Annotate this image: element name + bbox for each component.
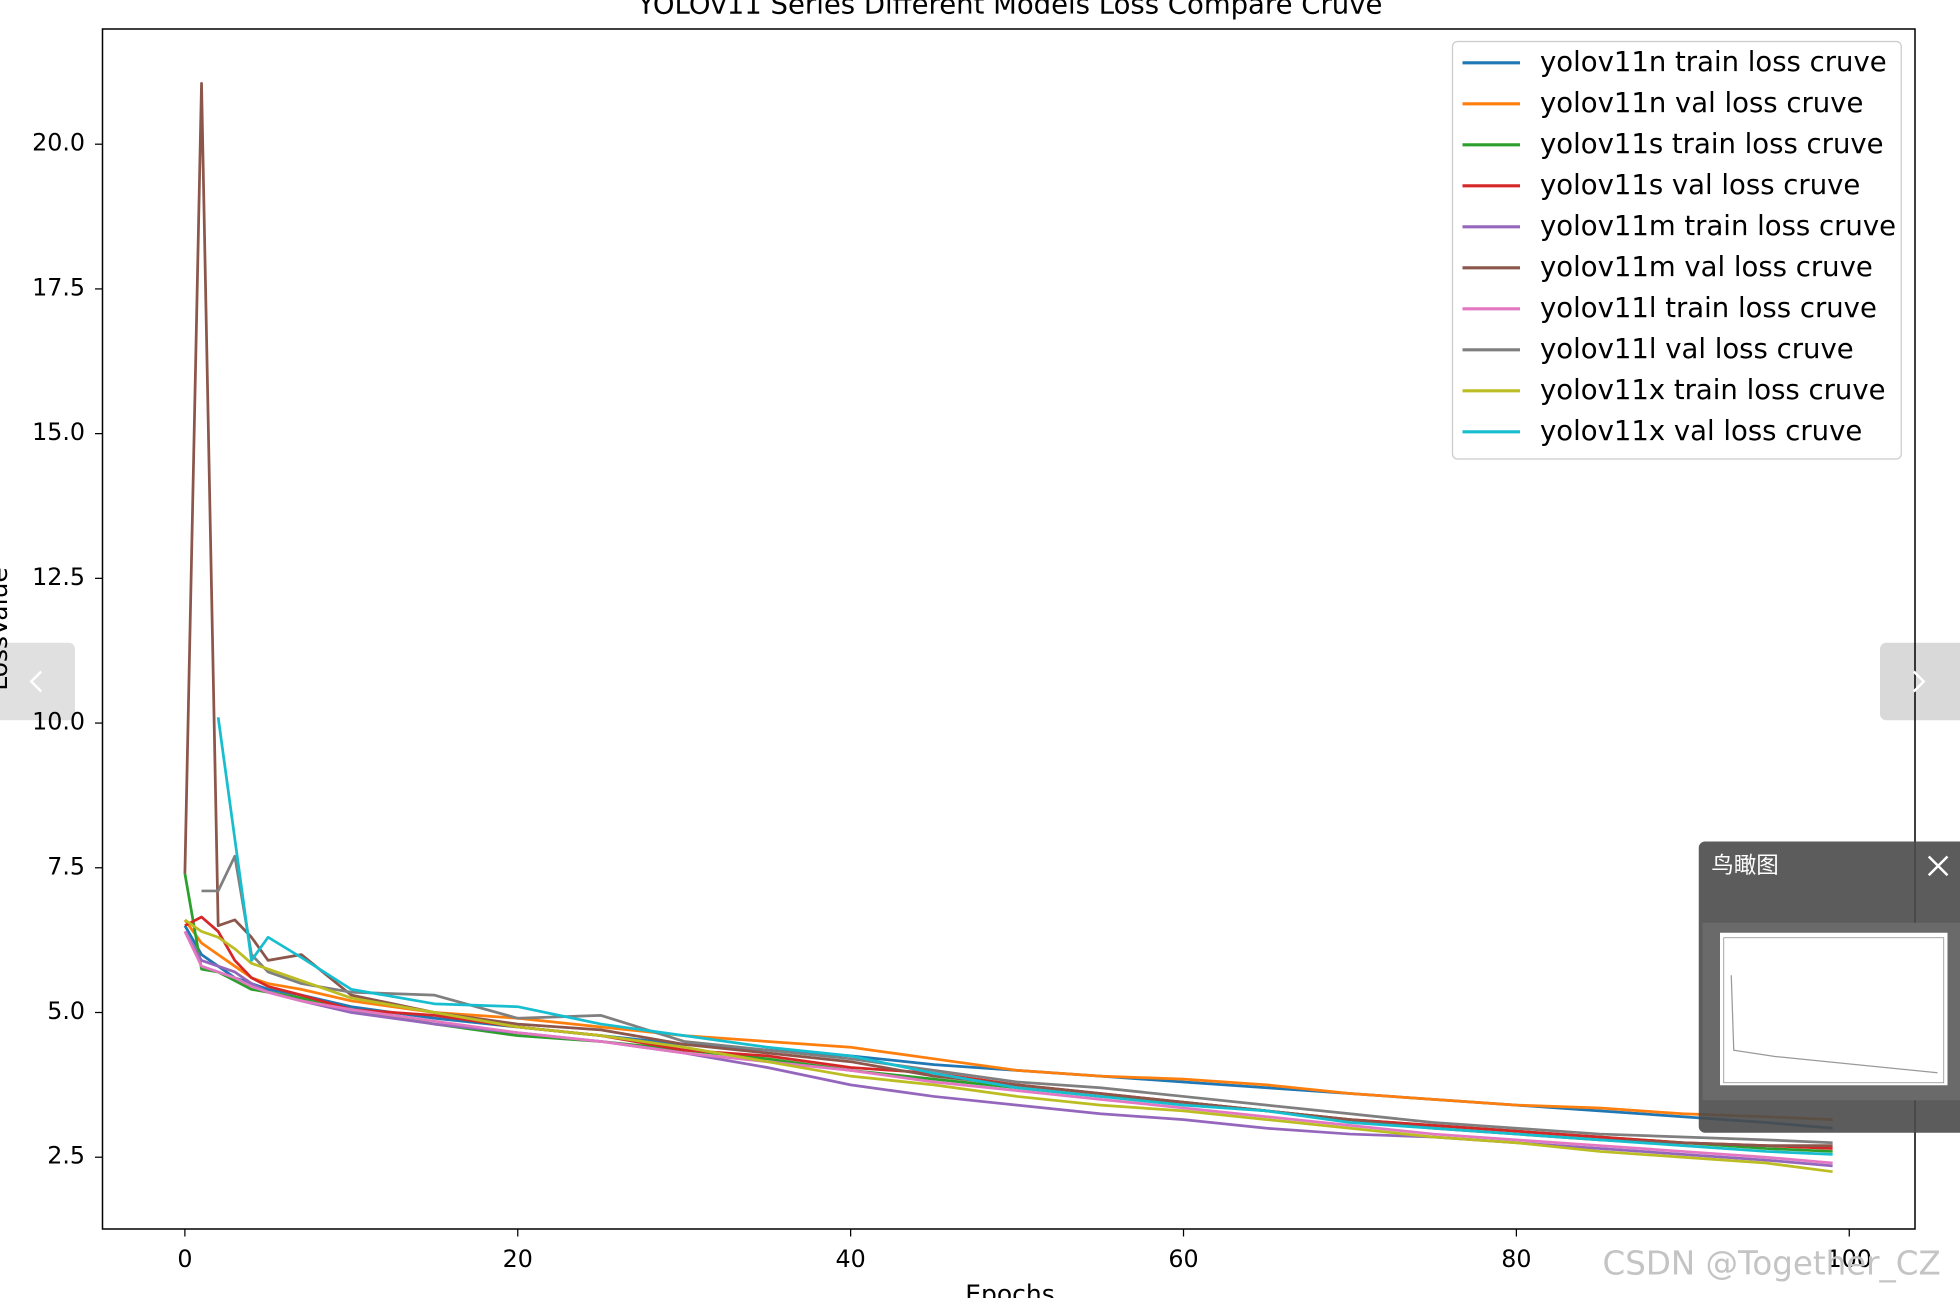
minimap-thumbnail[interactable] [1720, 932, 1948, 1086]
legend-label: yolov11m train loss cruve [1540, 210, 1896, 242]
legend-label: yolov11l train loss cruve [1540, 292, 1877, 324]
y-tick-label: 17.5 [32, 273, 85, 301]
legend-label: yolov11s val loss cruve [1540, 169, 1860, 201]
x-tick-label: 80 [1501, 1245, 1531, 1273]
minimap-title: 鸟瞰图 [1711, 853, 1779, 879]
x-tick-label: 40 [836, 1245, 866, 1273]
legend-label: yolov11x val loss cruve [1540, 415, 1862, 447]
axes-frame [101, 28, 1916, 1230]
legend: yolov11n train loss cruve yolov11n val lo… [1451, 40, 1902, 460]
y-tick-label: 10.0 [32, 708, 85, 736]
series-line [184, 915, 1833, 1150]
minimap-thumb-curves [1730, 975, 1938, 1074]
legend-label: yolov11s train loss cruve [1540, 128, 1884, 160]
series-line [184, 918, 1833, 1174]
next-button-bg[interactable] [1880, 642, 1960, 721]
y-tick-label: 7.5 [47, 852, 85, 880]
y-axis-label: LossValue [0, 567, 13, 691]
minimap-close[interactable] [1927, 855, 1949, 877]
prev-button[interactable] [0, 642, 75, 721]
series-line [201, 854, 1833, 1145]
y-tick-label: 2.5 [47, 1142, 85, 1170]
legend-label: yolov11m val loss cruve [1540, 251, 1873, 283]
legend-label: yolov11l val loss cruve [1540, 333, 1854, 365]
minimap: 鸟瞰图 [1698, 841, 1960, 1133]
x-tick-label: 20 [503, 1245, 533, 1273]
prev-icon [29, 670, 43, 693]
minimap-thumb-frame [1723, 937, 1945, 1084]
x-tick-label: 0 [177, 1245, 192, 1273]
y-tick-label: 20.0 [32, 129, 85, 157]
x-tick-label: 60 [1168, 1245, 1198, 1273]
watermark: CSDN @Together_CZ [1603, 1244, 1941, 1282]
series-line [216, 717, 1833, 1156]
plot: 0 20 40 60 80 100 2.5 5.0 7.5 10.0 12.5 15.0 17.5 20.… [32, 28, 1916, 1273]
legend-box [1451, 40, 1902, 460]
y-tick-label: 5.0 [47, 997, 85, 1025]
legend-label: yolov11n val loss cruve [1540, 87, 1863, 119]
series-line [183, 930, 1833, 1165]
legend-label: yolov11n train loss cruve [1540, 46, 1887, 78]
x-tick-label: 100 [1827, 1245, 1872, 1273]
legend-label: yolov11x train loss cruve [1540, 374, 1886, 406]
next-button[interactable] [1880, 642, 1960, 721]
prev-button-bg[interactable] [0, 642, 75, 721]
y-tick-label: 12.5 [32, 563, 85, 591]
chart-title: YOLOv11 Series Different Models Loss Com… [637, 0, 1383, 20]
y-tick-label: 15.0 [32, 418, 85, 446]
next-icon [1912, 670, 1926, 693]
x-axis-label: Epochs [965, 1279, 1055, 1298]
